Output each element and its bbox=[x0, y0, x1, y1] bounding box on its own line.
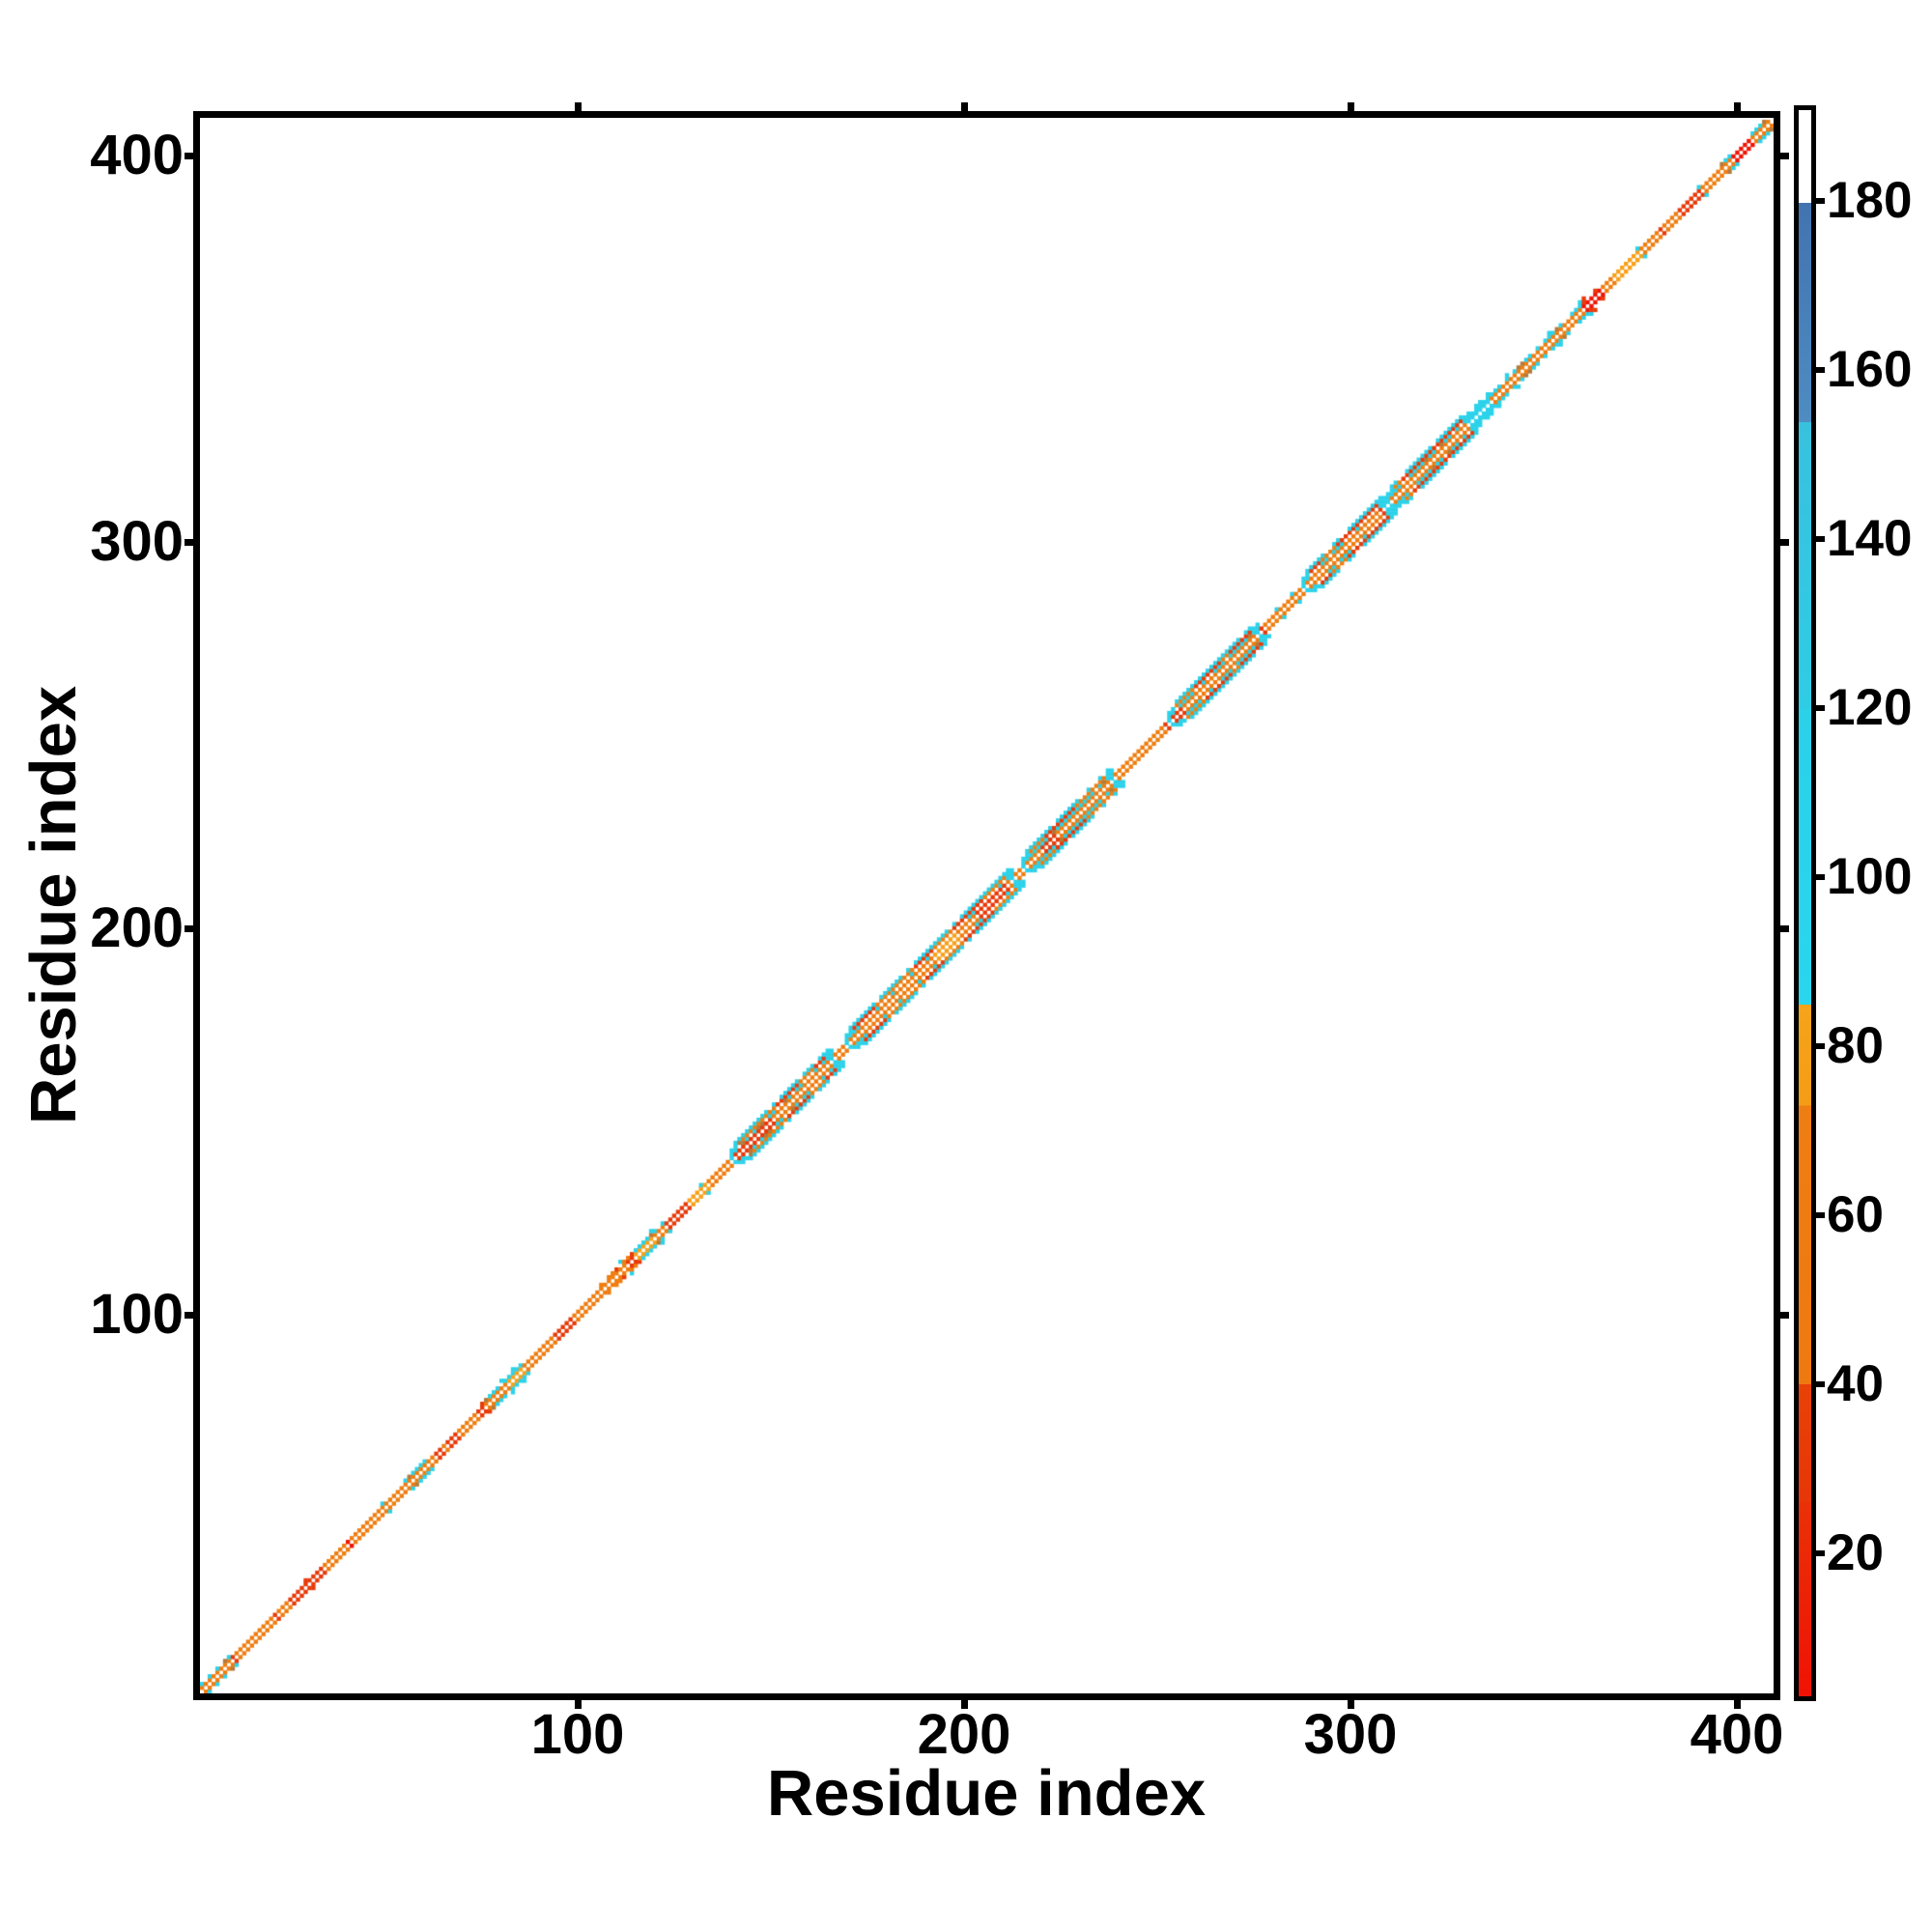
colorbar-tick-label: 140 bbox=[1827, 510, 1913, 568]
colorbar-tick bbox=[1816, 536, 1825, 543]
y-tick-label: 300 bbox=[90, 510, 184, 573]
colorbar-tick bbox=[1816, 705, 1825, 712]
colorbar-tick bbox=[1816, 1550, 1825, 1557]
y-tick-left bbox=[185, 152, 193, 159]
x-tick-top bbox=[574, 102, 582, 111]
plot-area bbox=[193, 111, 1780, 1700]
x-tick-label: 200 bbox=[917, 1703, 1011, 1766]
colorbar-tick-label: 60 bbox=[1827, 1186, 1884, 1244]
y-tick-right bbox=[1780, 538, 1789, 546]
colorbar-tick bbox=[1816, 1381, 1825, 1388]
x-tick-bottom bbox=[1733, 1700, 1741, 1709]
x-tick-label: 100 bbox=[530, 1703, 625, 1766]
y-tick-right bbox=[1780, 924, 1789, 932]
x-tick-label: 400 bbox=[1690, 1703, 1784, 1766]
colorbar bbox=[1794, 105, 1816, 1701]
y-tick-left bbox=[185, 538, 193, 546]
colorbar-tick-label: 120 bbox=[1827, 679, 1913, 737]
x-axis-title: Residue index bbox=[766, 1757, 1207, 1830]
y-tick-label: 200 bbox=[90, 896, 184, 959]
x-tick-bottom bbox=[1347, 1700, 1354, 1709]
colorbar-tick bbox=[1816, 1043, 1825, 1050]
x-tick-top bbox=[960, 102, 968, 111]
colorbar-tick bbox=[1816, 874, 1825, 881]
y-axis-title: Residue index bbox=[17, 685, 90, 1125]
colorbar-tick-label: 160 bbox=[1827, 341, 1913, 399]
y-tick-left bbox=[185, 924, 193, 932]
y-tick-label: 100 bbox=[90, 1283, 184, 1346]
x-tick-top bbox=[1733, 102, 1741, 111]
colorbar-tick bbox=[1816, 1212, 1825, 1219]
x-tick-bottom bbox=[960, 1700, 968, 1709]
colorbar-tick bbox=[1816, 367, 1825, 374]
y-tick-left bbox=[185, 1311, 193, 1319]
contact-map-canvas bbox=[200, 118, 1774, 1693]
x-tick-label: 300 bbox=[1303, 1703, 1398, 1766]
y-tick-right bbox=[1780, 152, 1789, 159]
colorbar-tick-label: 40 bbox=[1827, 1355, 1884, 1413]
colorbar-tick-label: 20 bbox=[1827, 1524, 1884, 1582]
x-tick-top bbox=[1347, 102, 1354, 111]
y-tick-label: 400 bbox=[90, 124, 184, 186]
y-tick-right bbox=[1780, 1311, 1789, 1319]
x-tick-bottom bbox=[574, 1700, 582, 1709]
colorbar-tick-label: 80 bbox=[1827, 1017, 1884, 1075]
colorbar-tick-label: 180 bbox=[1827, 172, 1913, 230]
colorbar-tick bbox=[1816, 198, 1825, 205]
colorbar-gradient bbox=[1799, 110, 1811, 1696]
colorbar-tick-label: 100 bbox=[1827, 848, 1913, 906]
